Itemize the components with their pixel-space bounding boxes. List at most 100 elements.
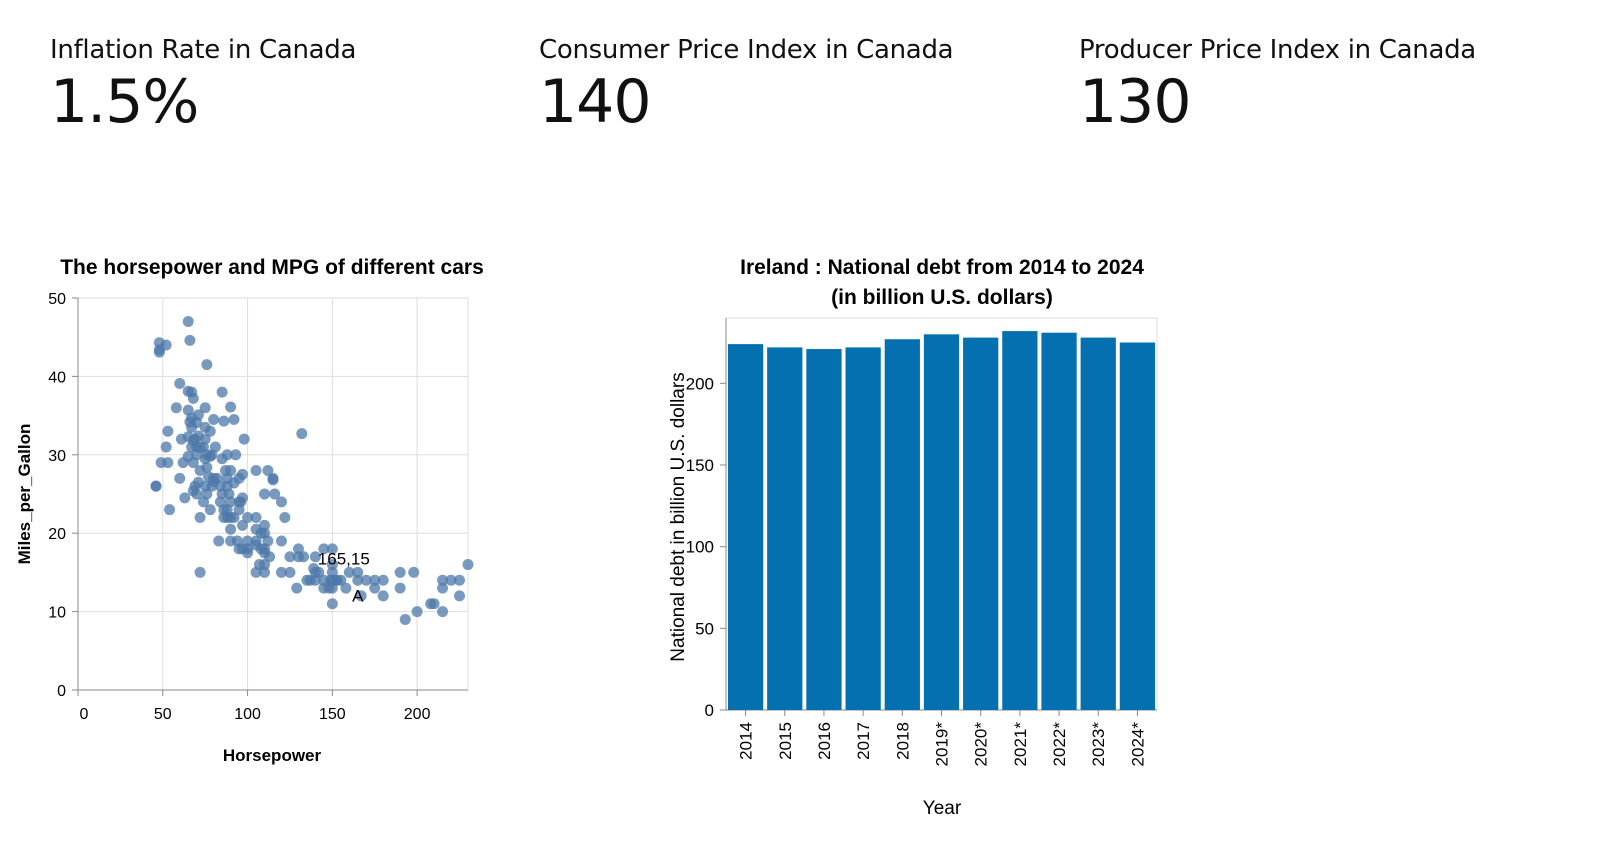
scatter-annotations: 165,15 A xyxy=(318,549,370,605)
bar-x-axis-title: Year xyxy=(923,798,962,819)
kpi-label: Producer Price Index in Canada xyxy=(1079,35,1476,65)
scatter-point xyxy=(164,504,176,516)
scatter-point xyxy=(209,441,221,453)
scatter-point xyxy=(192,409,204,421)
bar-y-tick-label: 100 xyxy=(686,538,714,557)
scatter-point xyxy=(369,582,381,594)
scatter-point xyxy=(326,559,338,571)
scatter-point xyxy=(201,461,213,473)
scatter-point xyxy=(296,428,308,440)
scatter-y-tick-label: 10 xyxy=(48,605,66,622)
scatter-point xyxy=(236,492,248,504)
scatter-point xyxy=(291,582,303,594)
bar-x-tick-label: 2021* xyxy=(1011,722,1030,767)
scatter-point xyxy=(298,551,310,563)
scatter-point xyxy=(216,386,228,398)
scatter-point xyxy=(228,512,240,524)
scatter-point xyxy=(355,590,367,602)
scatter-x-tick-label: 50 xyxy=(154,706,172,723)
scatter-point xyxy=(377,574,389,586)
scatter-point xyxy=(462,559,474,571)
scatter-point xyxy=(292,543,304,555)
bar-x-tick-label: 2023* xyxy=(1089,722,1108,767)
bar-title: Ireland : National debt from 2014 to 202… xyxy=(740,256,1144,279)
scatter-point xyxy=(284,551,296,563)
kpi-value: 140 xyxy=(539,67,652,137)
scatter-point xyxy=(184,334,196,346)
bar xyxy=(1002,331,1038,710)
bar xyxy=(806,349,842,710)
scatter-point xyxy=(335,574,347,586)
scatter-point xyxy=(275,496,287,508)
scatter-point xyxy=(160,339,172,351)
scatter-x-axis-title: Horsepower xyxy=(223,746,322,765)
scatter-point xyxy=(445,574,457,586)
scatter-point xyxy=(352,566,364,578)
bar xyxy=(767,347,803,710)
bar-x-tick-label: 2024* xyxy=(1128,722,1147,767)
scatter-point xyxy=(275,566,287,578)
scatter-point xyxy=(399,613,411,625)
scatter-point xyxy=(259,519,271,531)
scatter-axes: 0 50 100 150 200 0 10 20 30 40 50 xyxy=(48,291,468,723)
scatter-point xyxy=(230,449,242,461)
scatter-point xyxy=(318,543,330,555)
bar xyxy=(1080,337,1116,710)
scatter-point xyxy=(160,441,172,453)
scatter-point xyxy=(199,402,211,414)
scatter-title: The horsepower and MPG of different cars xyxy=(60,256,484,279)
bar-y-tick-label: 0 xyxy=(705,701,714,720)
scatter-point xyxy=(162,425,174,437)
scatter-y-tick-label: 20 xyxy=(48,526,66,543)
scatter-point xyxy=(309,551,321,563)
bar-x-tick-label: 2016 xyxy=(815,722,834,760)
scatter-point xyxy=(408,566,420,578)
scatter-point xyxy=(411,606,423,618)
bar-x-tick-label: 2014 xyxy=(737,722,756,760)
scatter-point xyxy=(194,566,206,578)
scatter-point xyxy=(242,547,254,559)
kpi-producer-price-index: Producer Price Index in Canada 130 xyxy=(1079,32,1559,136)
scatter-point xyxy=(264,551,276,563)
scatter-point xyxy=(187,392,199,404)
scatter-point xyxy=(437,606,449,618)
scatter-points xyxy=(150,316,474,625)
scatter-point xyxy=(225,464,237,476)
scatter-point xyxy=(191,488,203,500)
kpi-value: 130 xyxy=(1079,67,1192,137)
bar-marks xyxy=(727,331,1156,710)
bar xyxy=(923,334,960,710)
scatter-point xyxy=(170,402,182,414)
kpi-value: 1.5% xyxy=(50,67,199,137)
bar-x-tick-label: 2015 xyxy=(776,722,795,760)
scatter-point xyxy=(204,504,216,516)
scatter-point xyxy=(162,457,174,469)
scatter-point xyxy=(259,559,271,571)
bar xyxy=(963,337,999,710)
bar-y-tick-label: 200 xyxy=(686,374,714,393)
scatter-y-tick-label: 40 xyxy=(48,369,66,386)
scatter-point xyxy=(369,574,381,586)
scatter-point xyxy=(204,425,216,437)
scatter-point xyxy=(174,377,186,389)
bar-x-tick-label: 2018 xyxy=(893,722,912,760)
scatter-point xyxy=(326,543,338,555)
bar-x-tick-label: 2017 xyxy=(854,722,873,760)
scatter-point xyxy=(340,582,352,594)
scatter-point xyxy=(225,523,237,535)
scatter-point xyxy=(259,488,271,500)
scatter-point xyxy=(218,415,230,427)
scatter-point xyxy=(284,566,296,578)
scatter-point xyxy=(236,468,248,480)
scatter-point xyxy=(250,512,262,524)
scatter-point xyxy=(394,566,406,578)
bar xyxy=(845,347,881,710)
kpi-consumer-price-index: Consumer Price Index in Canada 140 xyxy=(539,32,1019,136)
scatter-point xyxy=(275,535,287,547)
kpi-inflation-rate: Inflation Rate in Canada 1.5% xyxy=(50,32,530,136)
scatter-point xyxy=(352,574,364,586)
scatter-x-tick-label: 100 xyxy=(234,706,261,723)
scatter-y-tick-label: 30 xyxy=(48,448,66,465)
scatter-point xyxy=(326,598,338,610)
scatter-point xyxy=(428,598,440,610)
